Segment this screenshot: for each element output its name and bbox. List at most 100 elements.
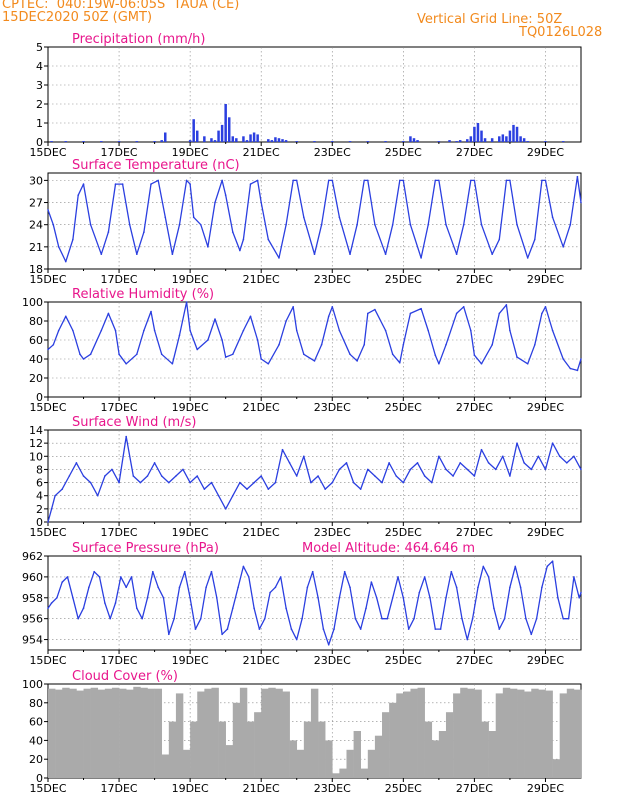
precip-bar [480,130,483,142]
wind-point [381,481,383,484]
precip-bar [437,141,441,142]
cloud-xtick-label: 23DEC [314,782,351,795]
rh-point [114,329,117,332]
temp-point [363,179,366,182]
cloud-bar [438,731,447,778]
precip-bar [366,141,370,142]
pressure-point [199,617,202,620]
rh-point [509,329,511,332]
precip-bar [277,138,281,142]
wind-ytick-label: 14 [29,424,43,437]
header-location: CPTEC: 040:19W-06:05S TAUA (CE) [2,0,240,12]
temp-xtick-label: 29DEC [527,273,564,286]
wind-point [47,521,49,523]
pressure-point [386,617,389,620]
rh-point [285,320,287,322]
wind-ytick-label: 4 [36,490,43,503]
wind-point [54,494,56,497]
pressure-point [546,565,549,568]
pressure-point [343,570,346,573]
rh-xtick-label: 15DEC [29,401,66,414]
pressure-point [317,596,319,599]
pressure-point [487,576,490,578]
wind-point [430,481,433,484]
wind-xtick-label: 19DEC [172,526,209,539]
pressure-xtick-label: 27DEC [456,654,493,667]
wind-point [416,462,419,464]
precip-bar [281,139,284,142]
precip-bar [412,138,416,142]
rh-point [100,329,103,332]
pressure-point [509,586,511,589]
wind-point [125,435,127,438]
rh-point [434,354,437,357]
rh-xtick-label: 17DEC [101,401,138,414]
cloud-xtick-label: 29DEC [527,782,564,795]
rh-point [526,362,529,365]
pressure-point [402,596,405,599]
wind-xtick-label: 21DEC [243,526,280,539]
precip-xtick-label: 21DEC [243,146,280,159]
rh-point [313,360,316,362]
wind-point [203,488,206,490]
cloud-bar [55,689,63,778]
precip-bar [188,140,192,142]
pressure-point [120,576,122,578]
precip-bar [483,138,487,142]
cloud-ytick-label: 60 [29,716,43,729]
wind-point [196,475,199,477]
wind-point [288,462,291,464]
precip-bar [508,130,512,142]
rh-point [303,353,305,356]
precip-ytick-label: 5 [36,41,43,54]
temp-xtick-label: 17DEC [101,273,138,286]
precip-bar [505,136,508,142]
pressure-point [146,596,149,599]
temp-point [292,179,294,182]
rh-xtick-label: 29DEC [527,401,564,414]
pressure-point [72,596,74,599]
rh-point [189,329,191,332]
precip-bar [295,141,298,142]
temp-xtick-label: 23DEC [314,273,351,286]
cloud-bar [524,691,532,778]
wind-point [502,455,504,458]
rh-xtick-label: 19DEC [172,401,209,414]
wind-point [367,468,369,471]
cloud-xtick-label: 15DEC [29,782,66,795]
pressure-point [434,628,437,630]
wind-point [445,468,447,471]
pressure-point [247,576,250,578]
wind-point [438,455,440,458]
pressure-ytick-label: 958 [22,592,43,605]
pressure-point [93,570,95,573]
rh-point [438,362,440,365]
rh-point [409,312,412,315]
temp-point [434,179,437,182]
precip-xtick-label: 23DEC [314,146,351,159]
pressure-point [253,607,255,610]
rh-point [576,369,579,372]
wind-point [331,481,334,484]
pressure-point [263,617,266,620]
pressure-point [381,617,383,620]
pressure-point [580,591,582,594]
pressure-point [184,570,186,573]
temp-ytick-label: 24 [29,219,43,232]
pressure-point [104,602,106,604]
cloud-bar [261,688,269,778]
precip-title: Precipitation (mm/h) [72,32,205,47]
pressure-point [162,596,165,599]
precip-xtick-label: 29DEC [527,146,564,159]
precip-bar [210,138,213,142]
precip-xtick-label: 17DEC [101,146,138,159]
cloud-ytick-label: 0 [36,772,43,785]
cloud-bar [254,712,262,778]
temp-point [121,183,124,185]
rh-point [427,329,430,332]
pressure-point [418,591,421,594]
pressure-point [194,628,197,630]
wind-point [153,462,156,464]
precip-bar [469,136,473,142]
rh-ytick-label: 100 [22,296,43,309]
